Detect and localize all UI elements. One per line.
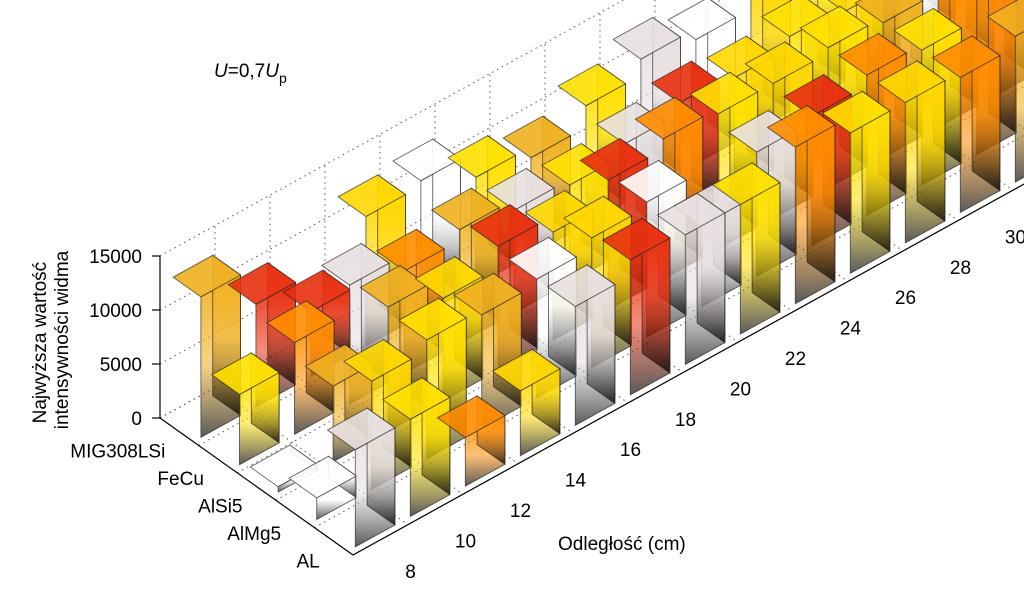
x-tick-label: 20: [730, 379, 751, 400]
x-tick-label: 16: [620, 440, 641, 461]
bar-top-face: [612, 16, 682, 60]
z-tick-label: 15000: [89, 247, 142, 268]
bar: [931, 35, 1001, 214]
chart-annotation: U=0,7Up: [214, 61, 287, 86]
bar-top-face: [711, 162, 781, 206]
bar-top-face: [172, 254, 242, 298]
bar: [711, 162, 781, 335]
bar: [436, 395, 506, 487]
bar-top-face: [210, 352, 280, 396]
bar-top-face: [986, 0, 1024, 37]
bar-top-face: [398, 297, 468, 341]
bar: [656, 192, 726, 366]
bar-top-face: [508, 236, 578, 280]
bar-top-face: [381, 377, 451, 420]
bars: [172, 0, 1024, 548]
bar-top-face: [634, 96, 704, 140]
bar: [210, 352, 280, 466]
bar: [766, 104, 836, 305]
x-axis-title: Odległość (cm): [558, 534, 686, 555]
bar-top-face: [430, 187, 500, 231]
bar: [491, 348, 561, 457]
x-tick-label: 24: [840, 319, 862, 340]
z-tick-label: 5000: [100, 355, 142, 376]
bar-top-face: [414, 256, 484, 299]
y-tick-label: MIG308LSi: [70, 442, 165, 463]
x-tick-label: 8: [405, 562, 416, 583]
bar-top-face: [821, 90, 891, 134]
bar-top-face: [854, 0, 924, 24]
x-axis-line: [352, 183, 1024, 556]
bar-top-face: [563, 195, 633, 239]
y-tick-label: AlMg5: [227, 524, 281, 545]
bar: [381, 376, 451, 518]
bar: [326, 407, 396, 548]
bar: [546, 264, 616, 427]
x-tick-label: 26: [895, 288, 916, 309]
bar: [288, 455, 358, 521]
x-tick-label: 30: [1005, 227, 1024, 248]
bar-top-face: [744, 41, 814, 85]
y-tick-label: FeCu: [157, 469, 203, 490]
x-tick-label: 28: [950, 258, 971, 279]
x-tick-label: 12: [510, 501, 531, 522]
bar-top-face: [227, 262, 297, 305]
axes: [152, 183, 1024, 556]
x-tick-label: 22: [785, 349, 806, 370]
bar-front-face: [1014, 30, 1024, 183]
bar: [601, 217, 671, 396]
x-tick-label: 10: [455, 531, 476, 552]
y-tick-label: AL: [296, 551, 319, 572]
bar-top-face: [799, 5, 869, 49]
bar: [986, 0, 1024, 183]
bar-top-face: [618, 159, 688, 203]
bar-top-face: [326, 407, 396, 451]
bar-top-face: [579, 137, 649, 181]
tick-labels: 0 5000 10000 15000 MIG308LSi FeCu AlSi5 AlMg5 AL…: [70, 227, 1024, 583]
bar-top-face: [667, 0, 737, 41]
bar-top-face: [491, 348, 561, 392]
z-axis-title: Najwyższa wartość intensywności widma: [30, 250, 73, 429]
bar-top-face: [931, 35, 1001, 79]
bar: [265, 300, 335, 436]
x-tick-label: 14: [565, 471, 587, 492]
bar-top-face: [436, 395, 506, 439]
bar-top-face: [893, 7, 963, 51]
bar-top-face: [689, 71, 759, 115]
bar-top-face: [337, 174, 407, 218]
z-tick-label: 0: [131, 409, 142, 430]
bar: [821, 90, 891, 275]
bar-top-face: [469, 204, 539, 247]
bar-top-face: [876, 60, 946, 104]
z-tick-label: 10000: [89, 301, 142, 322]
bar-top-face: [557, 63, 627, 107]
bar-top-face: [546, 264, 616, 308]
bar-top-face: [766, 104, 836, 148]
bar: [172, 254, 242, 439]
bar-top-face: [320, 242, 390, 286]
bar-top-face: [447, 135, 517, 178]
bar-top-face: [502, 115, 572, 159]
bar-top-face: [343, 338, 413, 382]
bar-top-face: [265, 300, 335, 344]
bar-top-face: [656, 192, 726, 236]
bar-top-face: [838, 32, 908, 76]
bar-top-face: [453, 272, 523, 316]
bar-top-face: [375, 228, 445, 272]
y-axis-line: [159, 417, 354, 556]
bar-top-face: [485, 167, 555, 211]
bar: [876, 60, 946, 244]
bar-top-face: [601, 217, 671, 261]
y-tick-label: AlSi5: [198, 497, 242, 518]
x-tick-label: 18: [675, 410, 696, 431]
